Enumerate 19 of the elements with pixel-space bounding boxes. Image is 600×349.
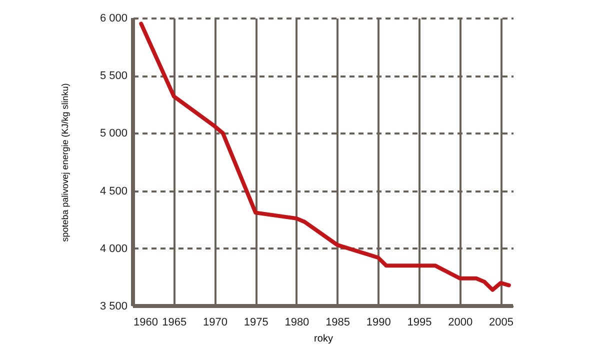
x-tick-label: 1995 — [407, 316, 432, 328]
x-tick-label: 1970 — [202, 316, 228, 328]
line-series — [139, 22, 511, 292]
x-tick-label: 1980 — [284, 316, 310, 328]
y-tick-label: 5 500 — [100, 70, 128, 82]
x-tick-label: 2000 — [448, 316, 473, 328]
x-tick-label: 1990 — [366, 316, 391, 328]
x-axis-title: roky — [314, 334, 333, 344]
y-tick-label: 6 000 — [100, 12, 128, 24]
y-tick-label: 4 500 — [100, 185, 128, 198]
x-tick-label: 1975 — [244, 316, 268, 328]
y-axis-title: spoteba palivovej energie (KJ/kg slinku) — [60, 83, 70, 242]
y-tick-label: 5 000 — [100, 128, 128, 140]
x-tick-label: 1985 — [326, 316, 350, 328]
y-tick-label: 4 000 — [100, 242, 128, 255]
x-tick-label: 1960 — [134, 316, 158, 328]
x-tick-label: 1965 — [162, 316, 187, 328]
x-tick-label: 2005 — [489, 316, 514, 328]
y-tick-label: 3 500 — [100, 300, 128, 312]
